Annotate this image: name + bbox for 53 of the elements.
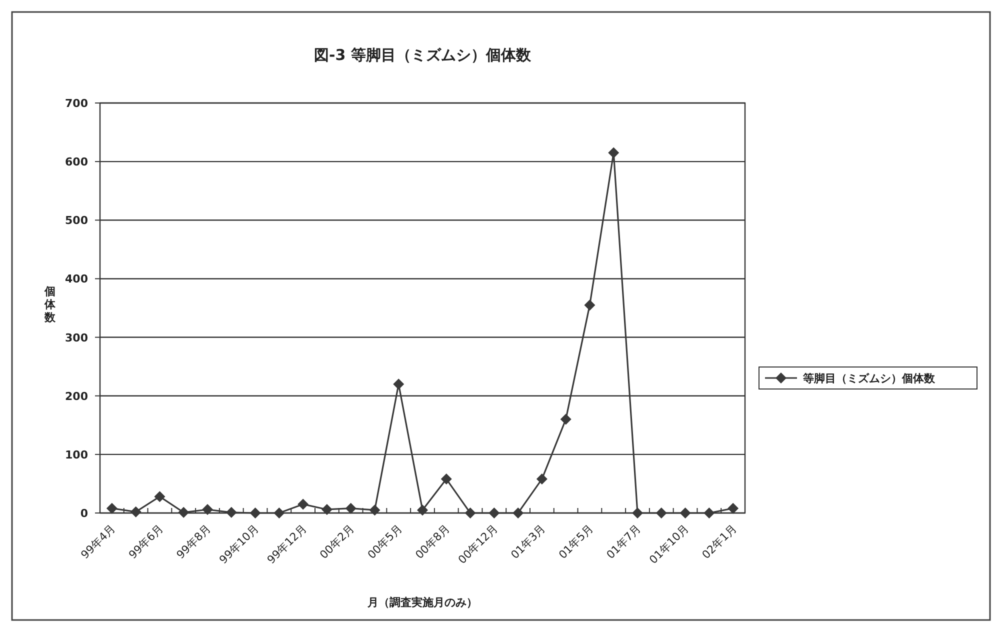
point [298, 498, 309, 510]
point [202, 504, 213, 515]
y-tick-label: 700 [65, 97, 88, 110]
point [178, 506, 190, 518]
point [345, 502, 356, 514]
point [321, 504, 332, 515]
point [393, 378, 404, 390]
x-tick-label: 99年8月 [174, 522, 214, 562]
y-tick-label: 100 [65, 448, 88, 462]
point [226, 506, 237, 518]
point [250, 508, 261, 518]
x-tick-label: 99年4月 [78, 522, 118, 562]
x-tick-label: 00年2月 [317, 522, 357, 562]
x-tick-label: 99年6月 [126, 522, 166, 562]
point [464, 508, 476, 518]
point [728, 502, 739, 514]
x-tick-label: 00年12月 [456, 522, 500, 566]
point [440, 474, 452, 485]
y-tick-label: 600 [65, 156, 88, 169]
y-tick-label: 500 [65, 214, 88, 228]
y-tick-label: 200 [65, 390, 88, 403]
chart-title: 図-3 等脚目（ミズムシ）個体数 [314, 46, 532, 64]
x-tick-label: 01年3月 [508, 522, 548, 562]
point [488, 508, 500, 518]
point [274, 508, 285, 518]
point [369, 504, 380, 516]
x-tick-label: 01年5月 [556, 522, 596, 562]
point [512, 508, 524, 518]
point [704, 508, 715, 518]
point [417, 504, 428, 516]
point [632, 508, 643, 518]
point [584, 300, 596, 311]
x-tick-label: 01年10月 [646, 522, 692, 566]
y-axis-title: 個体数 [44, 285, 56, 324]
x-axis-title: 月（調査実施月のみ） [366, 596, 478, 609]
x-tick-label: 99年12月 [264, 522, 310, 566]
y-tick-label: 0 [80, 507, 88, 520]
x-tick-label: 02年1月 [700, 522, 740, 562]
x-tick-label: 99年10月 [216, 522, 262, 566]
x-tick-label: 00年5月 [365, 522, 405, 562]
point [560, 414, 572, 425]
point [130, 506, 142, 518]
point [536, 474, 548, 485]
point [656, 508, 667, 518]
point [154, 491, 166, 502]
x-tick-label: 00年8月 [412, 522, 453, 562]
legend-label: 等脚目（ミズムシ）個体数 [802, 372, 936, 385]
x-tick-label: 01年7月 [604, 522, 644, 562]
y-tick-label: 300 [65, 331, 88, 344]
point [608, 147, 620, 158]
point [680, 508, 691, 518]
point [106, 502, 118, 514]
y-tick-label: 400 [65, 272, 88, 286]
